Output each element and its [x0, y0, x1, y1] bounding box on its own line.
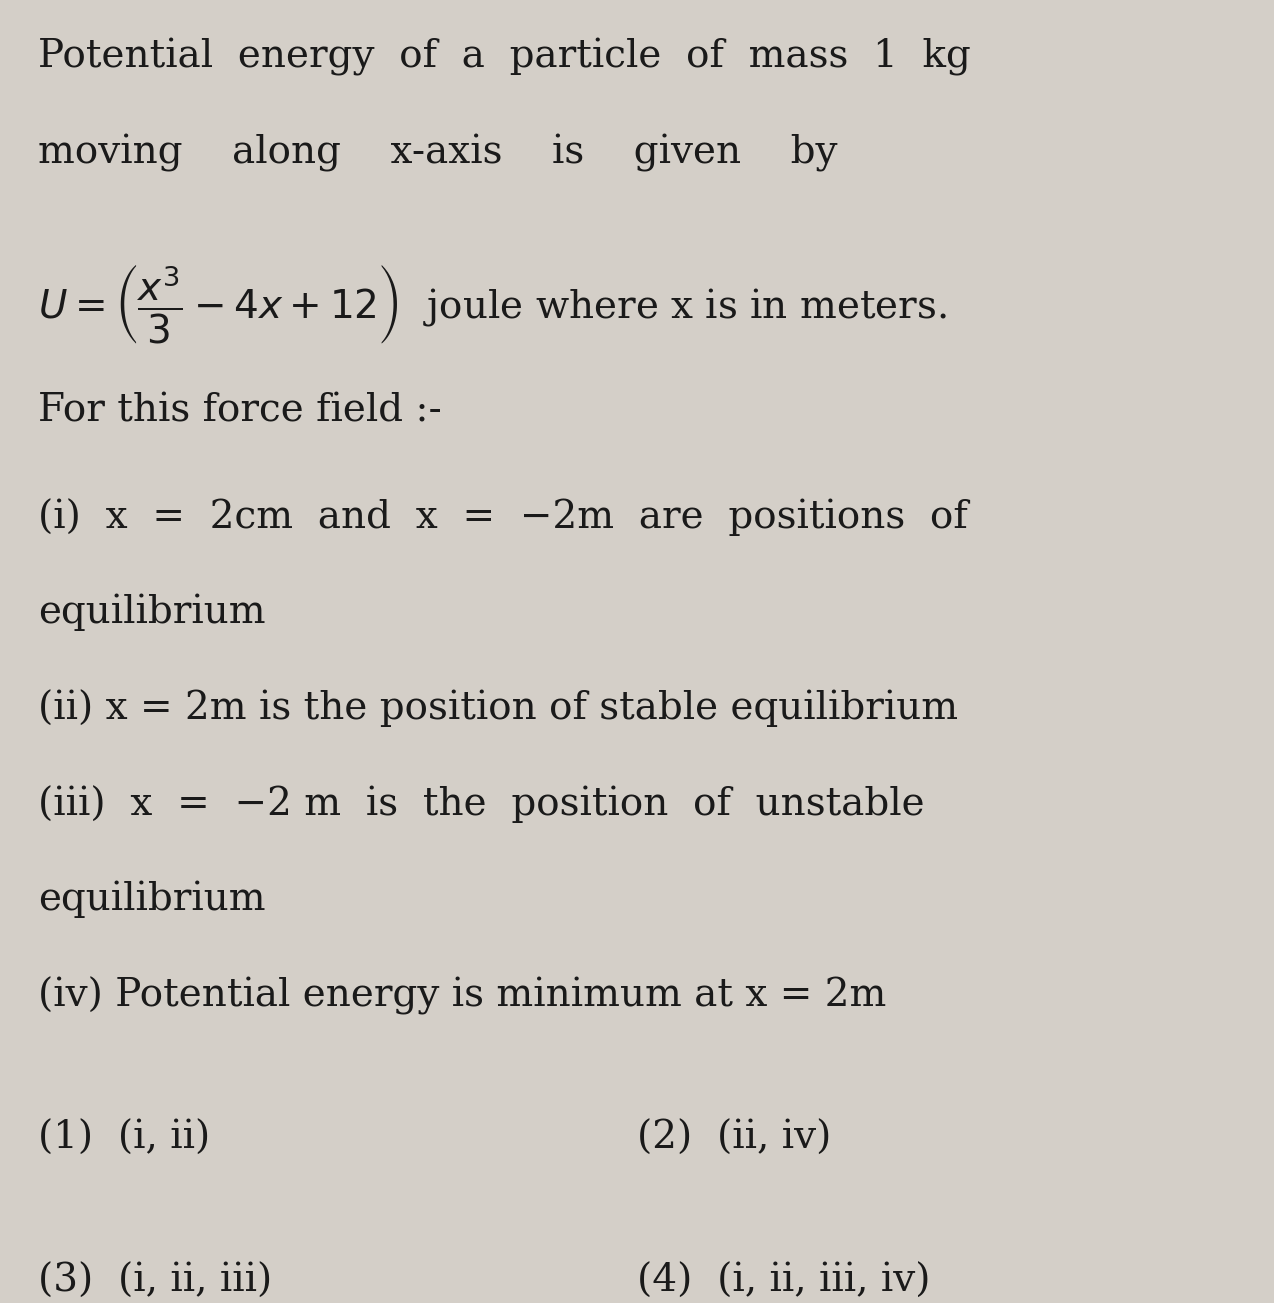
Text: (iii)  x  =  −2 m  is  the  position  of  unstable: (iii) x = −2 m is the position of unstab…	[38, 784, 925, 822]
Text: equilibrium: equilibrium	[38, 881, 266, 917]
Text: equilibrium: equilibrium	[38, 593, 266, 631]
Text: moving    along    x-axis    is    given    by: moving along x-axis is given by	[38, 134, 838, 172]
Text: (iv) Potential energy is minimum at x = 2m: (iv) Potential energy is minimum at x = …	[38, 976, 887, 1015]
Text: For this force field :-: For this force field :-	[38, 392, 442, 430]
Text: (ii) x = 2m is the position of stable equilibrium: (ii) x = 2m is the position of stable eq…	[38, 689, 958, 727]
Text: (i)  x  =  2cm  and  x  =  −2m  are  positions  of: (i) x = 2cm and x = −2m are positions of	[38, 498, 968, 536]
Text: (2)  (ii, iv): (2) (ii, iv)	[637, 1119, 832, 1157]
Text: $U = \left(\dfrac{x^3}{3} - 4x + 12\right)$  joule where x is in meters.: $U = \left(\dfrac{x^3}{3} - 4x + 12\righ…	[38, 263, 947, 347]
Text: (3)  (i, ii, iii): (3) (i, ii, iii)	[38, 1264, 273, 1300]
Text: (4)  (i, ii, iii, iv): (4) (i, ii, iii, iv)	[637, 1264, 930, 1300]
Text: Potential  energy  of  a  particle  of  mass  1  kg: Potential energy of a particle of mass 1…	[38, 38, 971, 77]
Text: (1)  (i, ii): (1) (i, ii)	[38, 1119, 210, 1157]
